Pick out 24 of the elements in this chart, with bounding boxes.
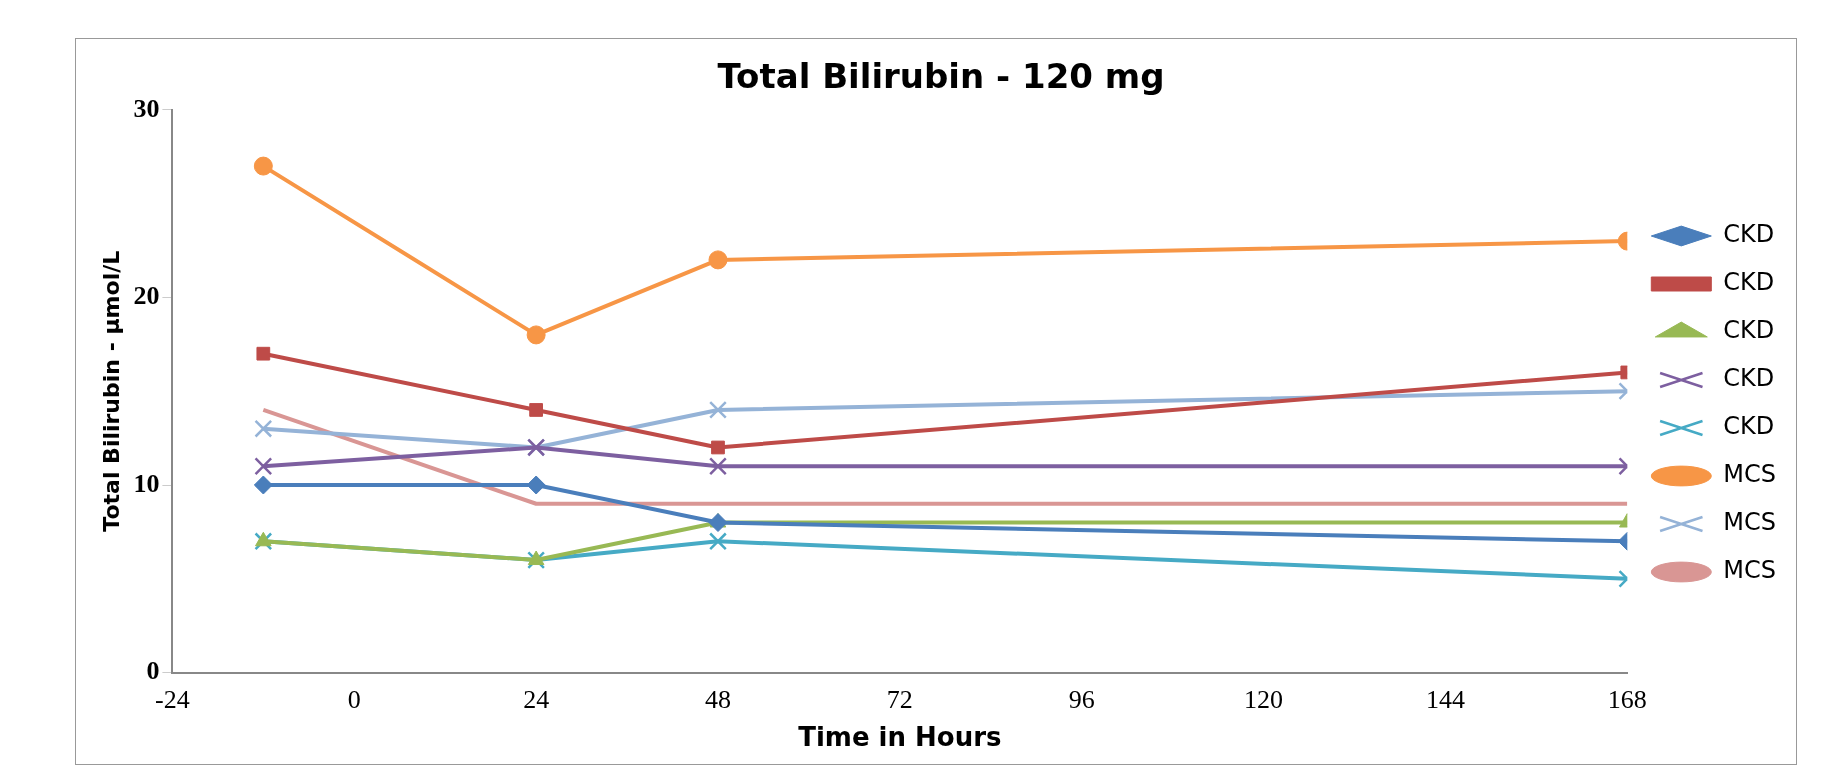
x-tick-label: 96 [1068,685,1095,715]
x-tick-label: 168 [1607,685,1647,715]
x-tick-label: 24 [523,685,550,715]
legend-label: CKD [1723,364,1775,393]
legend-label: CKD [1723,220,1775,249]
x-axis-title: Time in Hours [798,722,1002,753]
x-tick-label: 0 [347,685,361,715]
legend-label: MCS [1723,460,1776,489]
x-tick-label: -24 [155,685,190,715]
legend-label: CKD [1723,412,1775,441]
x-tick-label: 48 [704,685,731,715]
legend-label: CKD [1723,316,1775,345]
y-tick-label: 30 [133,93,160,123]
y-tick-label: 20 [133,281,160,311]
legend-label: MCS [1723,556,1776,585]
y-tick-label: 10 [133,468,160,498]
x-tick-label: 72 [886,685,913,715]
x-tick-label: 120 [1244,685,1284,715]
legend-label: CKD [1723,268,1775,297]
x-tick-label: 144 [1425,685,1465,715]
legend-label: MCS [1723,508,1776,537]
y-tick-label: 0 [146,656,160,686]
chart-title: Total Bilirubin - 120 mg [717,56,1165,97]
y-axis-title: Total Bilirubin - μmol/L [98,250,124,532]
